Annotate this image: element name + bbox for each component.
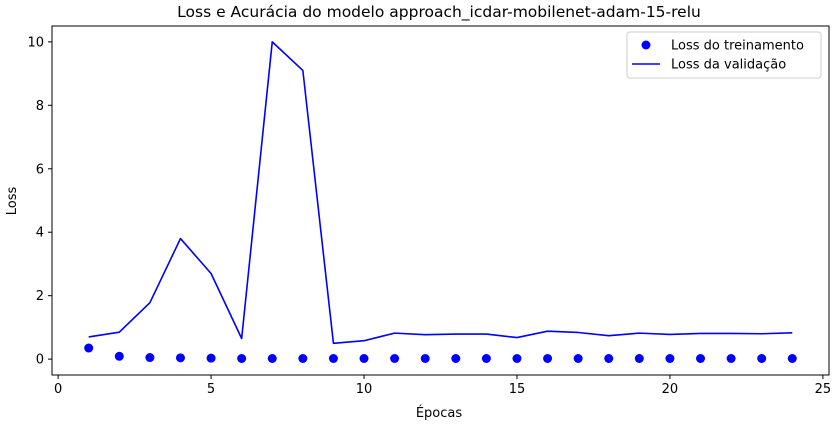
training-loss-point <box>634 354 644 364</box>
x-tick-label: 15 <box>509 382 526 397</box>
training-loss-point <box>359 354 369 364</box>
y-axis-ticks: 0 2 4 6 8 10 <box>27 35 52 368</box>
training-loss-point <box>420 354 430 364</box>
training-loss-point <box>206 353 216 363</box>
x-axis-label: Épocas <box>416 405 463 421</box>
y-axis-label: Loss <box>5 187 20 216</box>
training-loss-point <box>114 351 124 361</box>
y-tick-label: 0 <box>36 353 44 368</box>
training-loss-point <box>573 354 583 364</box>
training-loss-point <box>696 354 706 364</box>
legend: Loss do treinamento Loss da validação <box>626 31 822 79</box>
training-loss-point <box>665 354 675 364</box>
training-loss-point <box>175 353 185 363</box>
training-loss-point <box>267 354 277 364</box>
y-tick-label: 8 <box>36 99 44 114</box>
training-loss-point <box>543 354 553 364</box>
training-loss-point <box>237 354 247 364</box>
training-loss-point <box>604 354 614 364</box>
y-tick-label: 2 <box>36 289 44 304</box>
legend-box <box>626 31 822 79</box>
validation-loss-line <box>88 41 793 345</box>
legend-marker-training <box>641 40 651 50</box>
plot-area-frame <box>51 25 830 376</box>
training-loss-point <box>145 353 155 363</box>
y-tick-label: 4 <box>36 226 44 241</box>
y-tick-label: 10 <box>27 35 44 50</box>
x-tick-label: 10 <box>356 382 373 397</box>
training-loss-point <box>512 354 522 364</box>
training-loss-point <box>451 354 461 364</box>
training-loss-point <box>726 354 736 364</box>
x-tick-label: 0 <box>54 382 62 397</box>
x-tick-label: 25 <box>815 382 832 397</box>
y-tick-label: 6 <box>36 162 44 177</box>
series-layer <box>84 41 797 364</box>
training-loss-point <box>481 354 491 364</box>
x-axis-ticks: 0 5 10 15 20 25 <box>54 375 831 397</box>
training-loss-point <box>84 343 94 353</box>
training-loss-point <box>757 354 767 364</box>
training-loss-point <box>390 354 400 364</box>
training-loss-point <box>298 354 308 364</box>
legend-label-training: Loss do treinamento <box>671 39 804 54</box>
x-tick-label: 20 <box>662 382 679 397</box>
x-tick-label: 5 <box>207 382 215 397</box>
training-loss-point <box>787 354 797 364</box>
chart-title: Loss e Acurácia do modelo approach_icdar… <box>177 3 701 22</box>
legend-label-validation: Loss da validação <box>671 58 786 73</box>
training-loss-point <box>328 354 338 364</box>
